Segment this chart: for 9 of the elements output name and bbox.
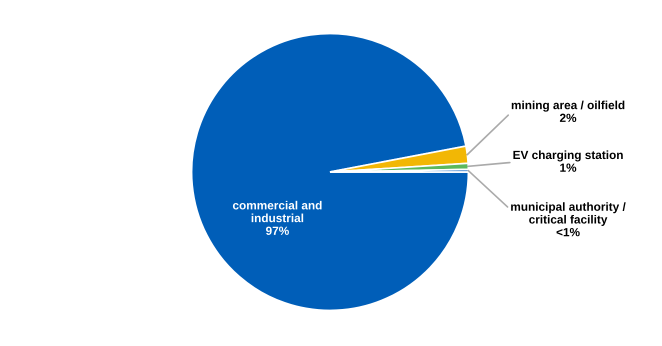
data-label: 97% bbox=[266, 226, 289, 235]
slice-label: EV charging station bbox=[513, 150, 623, 162]
slice-label: municipal authority / critical facility bbox=[511, 202, 626, 226]
data-label: 2% bbox=[560, 114, 576, 122]
data-label: <1% bbox=[556, 228, 580, 236]
pie-slice bbox=[190, 32, 470, 312]
slice-label: mining area / oilfield bbox=[512, 100, 624, 112]
data-label: 1% bbox=[560, 164, 576, 172]
slice-label: commercial and industrial bbox=[232, 200, 322, 222]
